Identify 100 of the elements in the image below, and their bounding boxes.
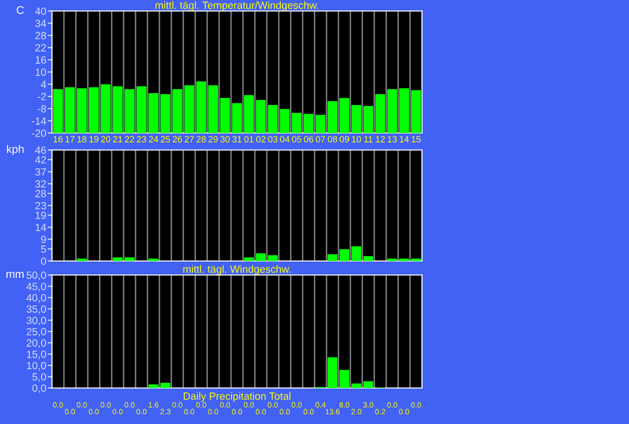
chart-title: mittl. tägl. Temperatur/Windgeschw. [156, 1, 318, 11]
y-tick-label: 50,0 [26, 272, 46, 280]
bar [351, 246, 362, 261]
bar [340, 370, 350, 388]
x-tick-label: 24 [148, 136, 158, 142]
y-tick-label: 0 [41, 258, 46, 265]
bar [112, 86, 123, 133]
bar [387, 89, 398, 133]
x-tick-label: 04 [280, 136, 290, 142]
x-tick-label: 20 [101, 136, 110, 142]
x-tick-label: 13 [388, 136, 397, 142]
y-tick-label: 0,0 [32, 384, 46, 394]
y-tick-label: 23 [35, 202, 46, 210]
y-tick-label: 25,0 [26, 328, 46, 337]
x-axis-title: mittl. tägl. Windgeschw. [183, 265, 290, 275]
bar [340, 249, 350, 261]
x-tick-label: 08 [328, 136, 338, 142]
x-tick-label: 06 [304, 136, 314, 142]
x-tick-label: 10 [352, 136, 362, 142]
bar [363, 106, 374, 133]
y-tick-label: 40 [35, 8, 46, 15]
bar [148, 384, 158, 388]
y-tick-label: 16 [36, 56, 46, 64]
y-tick-label: 10 [36, 68, 46, 76]
bar [112, 257, 123, 261]
y-tick-label: -2 [38, 92, 46, 100]
bar [363, 256, 374, 261]
x-tick-label: 02 [256, 136, 266, 142]
x-tick-label: 14 [400, 136, 409, 142]
bar [328, 357, 338, 388]
y-tick-label: 4 [40, 80, 46, 88]
bar [124, 89, 134, 133]
y-tick-label: 46 [35, 146, 46, 154]
bar [268, 104, 278, 133]
y-tick-label: 15,0 [26, 350, 46, 360]
bar [148, 93, 158, 133]
bar [136, 86, 146, 133]
x-tick-label: 29 [208, 136, 218, 142]
bar [220, 98, 230, 133]
y-tick-label: 5,0 [32, 373, 46, 382]
x-tick-label: 01 [244, 136, 254, 142]
x-tick-label: 15 [412, 136, 421, 142]
y-tick-label: 9 [41, 236, 46, 244]
y-tick-label: 14 [36, 224, 46, 231]
y-tick-label: 28 [35, 32, 46, 40]
x-tick-label: 16 [54, 136, 63, 142]
bar [411, 90, 421, 133]
bar [244, 257, 254, 261]
bar [196, 81, 206, 133]
x-tick-label: 12 [376, 136, 385, 142]
bar [280, 109, 290, 133]
y-axis-title: C [16, 6, 24, 14]
y-tick-label: 32 [35, 180, 46, 188]
y-tick-label: -14 [32, 117, 46, 125]
x-tick-label: 18 [78, 136, 86, 142]
bar [208, 85, 218, 133]
y-tick-label: -8 [38, 105, 46, 112]
y-tick-label: 37 [35, 168, 46, 176]
y-tick-label: 28 [35, 190, 46, 198]
y-tick-label: 42 [35, 156, 46, 164]
y-axis-title: mm [6, 272, 24, 278]
x-tick-label: 05 [292, 136, 302, 142]
bar [340, 98, 350, 133]
bar [256, 253, 266, 261]
bar [328, 254, 338, 261]
x-tick-label: 26 [172, 136, 182, 142]
x-tick-label: 27 [184, 136, 194, 142]
y-tick-label: 5 [41, 246, 46, 253]
bar [256, 100, 266, 133]
y-tick-label: 20,0 [26, 339, 46, 348]
bar [88, 87, 99, 133]
x-tick-label: 28 [196, 136, 206, 142]
y-tick-label: 34 [35, 20, 46, 28]
y-tick-label: 22 [35, 44, 46, 52]
x-tick-label: 19 [89, 136, 98, 142]
x-axis-title: Daily Precipitation Total [184, 392, 290, 402]
bar [316, 114, 326, 133]
bar [363, 381, 374, 388]
y-axis-title: kph [7, 144, 24, 156]
x-tick-label: 17 [66, 136, 74, 142]
bar [172, 89, 182, 133]
x-tick-label: 09 [340, 136, 350, 142]
x-tick-label: 25 [160, 136, 170, 142]
x-tick-label: 22 [125, 136, 134, 142]
x-tick-label: 21 [113, 136, 122, 142]
x-tick-label: 23 [136, 136, 146, 142]
bar [232, 103, 242, 133]
x-tick-label: 30 [220, 136, 230, 142]
y-tick-label: 30,0 [26, 316, 46, 326]
bar [244, 95, 254, 133]
y-tick-label: 45,0 [26, 282, 46, 292]
bar [160, 94, 170, 133]
x-tick-label: 07 [316, 136, 326, 142]
bar [399, 88, 409, 133]
bar [100, 84, 111, 133]
bar [328, 101, 338, 133]
bar [53, 89, 63, 133]
bar [184, 85, 194, 133]
bar [160, 382, 170, 388]
x-tick-label: 03 [268, 136, 278, 142]
